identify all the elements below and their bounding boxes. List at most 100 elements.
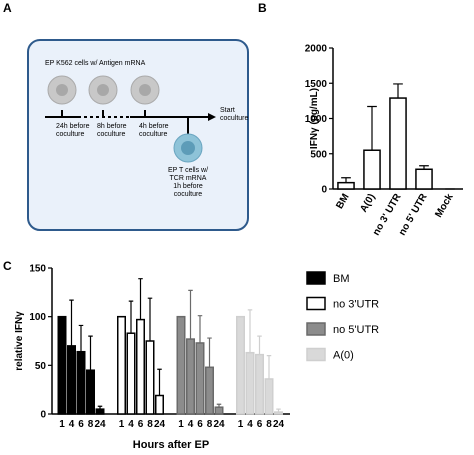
x-tick-label: 24	[94, 419, 106, 430]
error-bar	[419, 165, 429, 170]
bar	[264, 378, 274, 415]
error-bar	[207, 337, 212, 368]
legend-label: A(0)	[333, 350, 354, 362]
bar	[363, 149, 381, 190]
label-line: coculture	[139, 131, 168, 138]
timeline	[45, 110, 216, 134]
t-cell	[173, 133, 203, 163]
bar	[236, 315, 245, 415]
bar	[145, 340, 155, 415]
bar	[214, 406, 224, 415]
error-bar	[276, 408, 281, 413]
error-bar	[147, 297, 153, 341]
diagram-label: Start coculture	[220, 107, 249, 122]
label-line: 8h before	[97, 123, 127, 130]
label-line: TCR mRNA	[170, 175, 207, 182]
bar	[136, 318, 145, 415]
label-line: EP T cells w/	[168, 167, 208, 174]
error-bar	[138, 278, 143, 320]
x-tick-label: 24	[273, 419, 285, 430]
error-bar	[97, 405, 103, 410]
x-tick-label: 4	[69, 419, 75, 430]
y-tick-label: 0	[40, 410, 46, 421]
error-bar	[128, 300, 134, 334]
x-tick-label: 4	[247, 419, 253, 430]
panel-label: B	[258, 1, 267, 15]
x-tick-label: 8	[88, 419, 94, 430]
bar	[274, 411, 283, 415]
diagram-label: EP K562 cells w/ Antigen mRNA	[45, 60, 146, 67]
label-line: 1h before	[173, 183, 203, 190]
legend-label: no 5'UTR	[333, 324, 379, 336]
x-tick-label: 8	[147, 419, 153, 430]
y-tick-label: 2000	[305, 44, 328, 55]
error-bar	[367, 105, 377, 151]
x-tick-label: 4	[188, 419, 194, 430]
bar	[186, 338, 195, 415]
bar	[245, 351, 255, 415]
x-tick-label: 8	[266, 419, 272, 430]
label-line: coculture	[56, 131, 85, 138]
bar	[95, 408, 105, 415]
label-line: coculture	[97, 131, 126, 138]
bar	[255, 353, 264, 415]
y-tick-label: 50	[35, 361, 47, 372]
error-bar	[393, 83, 403, 99]
bar	[337, 181, 355, 190]
error-bar	[247, 309, 253, 353]
bar	[195, 342, 205, 415]
diagram-label: 4h before coculture	[139, 123, 169, 138]
x-tick-label: 1	[59, 419, 65, 430]
panel-label: A	[3, 1, 12, 15]
error-bar	[78, 324, 84, 352]
y-tick-label: 100	[29, 312, 46, 323]
x-tick-label: 6	[257, 419, 263, 430]
error-bar	[266, 355, 272, 379]
x-tick-label: 4	[128, 419, 134, 430]
y-tick-label: 500	[310, 149, 327, 160]
bar	[176, 315, 186, 415]
bar	[415, 168, 433, 190]
legend-label: BM	[333, 273, 350, 285]
error-bar	[157, 368, 162, 396]
x-tick-label: 6	[138, 419, 144, 430]
label-line: 4h before	[139, 123, 169, 130]
bar	[86, 369, 95, 415]
x-tick-label: 1	[119, 419, 125, 430]
x-tick-label: Mock	[433, 192, 456, 220]
legend-swatch	[306, 322, 326, 336]
bar	[126, 332, 136, 415]
label-line: coculture	[220, 115, 249, 122]
legend-swatch	[306, 347, 326, 362]
error-bar	[257, 335, 262, 355]
legend-swatch	[306, 296, 326, 311]
x-tick-label: 6	[78, 419, 84, 430]
bar	[67, 345, 76, 415]
y-tick-label: 1500	[305, 79, 328, 90]
bar	[57, 315, 67, 415]
bar	[117, 315, 126, 415]
bar	[389, 97, 407, 190]
x-tick-label: 24	[154, 419, 166, 430]
label-line: coculture	[174, 191, 203, 198]
x-tick-label: 1	[238, 419, 244, 430]
target-cells	[47, 75, 160, 105]
label-line: Start	[220, 107, 235, 114]
bar	[205, 366, 214, 415]
y-axis-label: IFNγ (pg/mL)	[309, 88, 320, 149]
bar	[155, 394, 164, 415]
diagram-label: 8h before coculture	[97, 123, 127, 138]
x-tick-label: BM	[334, 192, 351, 211]
y-tick-label: 150	[29, 264, 46, 275]
x-tick-label: A(0)	[358, 192, 377, 214]
bar	[76, 350, 86, 415]
error-bar	[88, 335, 93, 371]
y-axis-label: relative IFNγ	[14, 311, 25, 371]
error-bar	[69, 299, 74, 346]
diagram-box	[27, 39, 249, 231]
x-axis-label: Hours after EP	[133, 439, 209, 451]
x-tick-label: 24	[213, 419, 225, 430]
x-tick-label: 1	[178, 419, 184, 430]
x-tick-label: 8	[207, 419, 213, 430]
